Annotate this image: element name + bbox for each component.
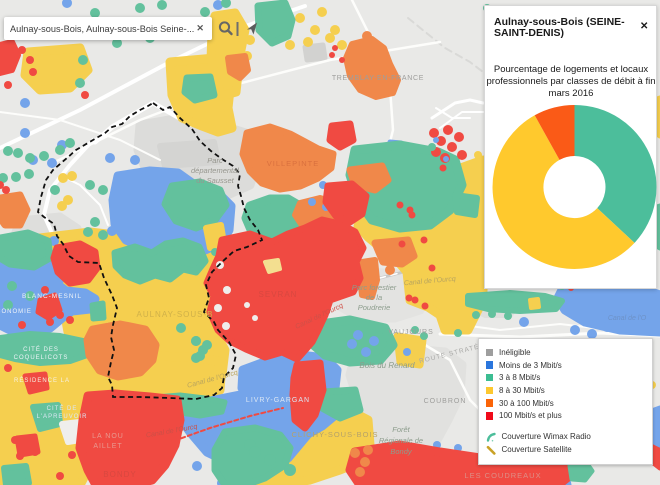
- svg-text:Régionale de: Régionale de: [379, 436, 423, 445]
- svg-text:Poudrerie: Poudrerie: [358, 303, 391, 312]
- svg-text:du Sausset: du Sausset: [196, 176, 234, 185]
- svg-text:LA NOU: LA NOU: [92, 433, 124, 440]
- svg-text:COUBRON: COUBRON: [424, 398, 467, 405]
- svg-text:Bois du Renard: Bois du Renard: [359, 361, 415, 370]
- svg-text:CONOMIE: CONOMIE: [0, 309, 32, 315]
- svg-text:de la: de la: [366, 293, 382, 302]
- svg-text:COQUELICOTS: COQUELICOTS: [14, 355, 69, 361]
- svg-text:SEVRAN: SEVRAN: [259, 290, 298, 299]
- svg-text:départemental: départemental: [191, 166, 239, 175]
- svg-text:Bondy: Bondy: [390, 447, 413, 456]
- svg-text:Forêt: Forêt: [392, 425, 410, 434]
- svg-text:RÉSIDENCE LA: RÉSIDENCE LA: [14, 377, 70, 384]
- svg-text:Canal de l'Ourcq: Canal de l'Ourcq: [404, 276, 456, 288]
- svg-text:VILLEPINTE: VILLEPINTE: [267, 159, 320, 168]
- svg-text:AILLET: AILLET: [93, 443, 122, 450]
- svg-text:LES COUDREAUX: LES COUDREAUX: [464, 471, 541, 480]
- svg-text:Parc forestier: Parc forestier: [352, 283, 397, 292]
- svg-text:L'APREUVOIR: L'APREUVOIR: [37, 414, 88, 420]
- svg-text:BLANC-MESNIL: BLANC-MESNIL: [22, 293, 82, 300]
- svg-text:Canal de l'O: Canal de l'O: [608, 315, 647, 322]
- svg-text:BONDY: BONDY: [103, 470, 136, 479]
- svg-text:Parc: Parc: [207, 156, 223, 165]
- svg-text:VAUJOURS: VAUJOURS: [388, 329, 434, 336]
- svg-text:CITÉ DE: CITÉ DE: [47, 405, 78, 412]
- svg-text:AULNAY-SOUS-B: AULNAY-SOUS-B: [136, 310, 213, 319]
- svg-text:CLICHY-SOUS-BOIS: CLICHY-SOUS-BOIS: [292, 430, 379, 439]
- svg-text:TREMBLAY-EN-FRANCE: TREMBLAY-EN-FRANCE: [332, 75, 424, 82]
- svg-text:CITÉ DES: CITÉ DES: [23, 346, 59, 353]
- svg-text:LIVRY-GARGAN: LIVRY-GARGAN: [246, 397, 310, 404]
